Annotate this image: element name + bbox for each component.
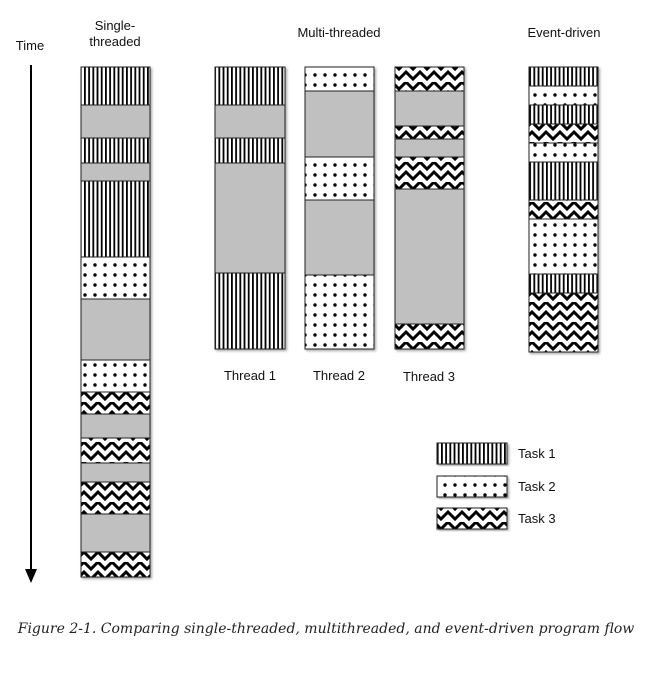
task1-block bbox=[528, 273, 599, 294]
task3-block bbox=[80, 551, 151, 578]
legend-swatch-stripes bbox=[436, 442, 508, 465]
task3-block bbox=[394, 66, 465, 92]
task2-block bbox=[304, 274, 375, 350]
legend-label: Task 1 bbox=[518, 446, 556, 461]
figure-caption: Figure 2-1. Comparing single-threaded, m… bbox=[17, 621, 635, 637]
thread-1-label: Thread 1 bbox=[224, 368, 276, 383]
single-threaded-column bbox=[80, 66, 151, 578]
thread-1-column bbox=[214, 66, 286, 350]
task1-block bbox=[214, 272, 286, 350]
task3-block bbox=[528, 123, 599, 144]
task3-block bbox=[528, 292, 599, 353]
task2-block bbox=[304, 156, 375, 201]
program-flow-diagram: Time Single- threaded Multi-threaded Eve… bbox=[16, 18, 601, 583]
task2-block bbox=[80, 256, 151, 300]
thread-3-label: Thread 3 bbox=[403, 369, 455, 384]
legend: Task 1 Task 2 Task 3 bbox=[436, 442, 556, 530]
task1-block bbox=[214, 137, 286, 164]
task3-block bbox=[80, 437, 151, 464]
task1-block bbox=[80, 180, 151, 258]
task1-block bbox=[528, 66, 599, 87]
legend-swatch-zigzag bbox=[436, 507, 508, 530]
task1-block bbox=[80, 66, 151, 106]
task1-block bbox=[528, 161, 599, 201]
event-driven-column bbox=[528, 66, 599, 353]
task2-block bbox=[80, 359, 151, 393]
thread-3-column bbox=[394, 66, 465, 350]
thread-2-label: Thread 2 bbox=[313, 368, 365, 383]
task3-block bbox=[528, 199, 599, 220]
task3-block bbox=[394, 156, 465, 190]
task1-block bbox=[528, 104, 599, 125]
multi-threaded-header: Multi-threaded bbox=[297, 25, 380, 40]
legend-swatch-dots bbox=[436, 475, 508, 498]
single-threaded-header-line2: threaded bbox=[89, 34, 140, 49]
legend-item-task3: Task 3 bbox=[436, 507, 556, 530]
legend-label: Task 2 bbox=[518, 479, 556, 494]
time-axis-label: Time bbox=[16, 38, 44, 53]
event-driven-header: Event-driven bbox=[528, 25, 601, 40]
task1-block bbox=[80, 137, 151, 164]
single-threaded-header-line1: Single- bbox=[95, 18, 135, 33]
task3-block bbox=[80, 391, 151, 415]
legend-item-task2: Task 2 bbox=[436, 475, 556, 498]
legend-label: Task 3 bbox=[518, 511, 556, 526]
task3-block bbox=[394, 323, 465, 350]
legend-item-task1: Task 1 bbox=[436, 442, 556, 465]
task2-block bbox=[528, 85, 599, 106]
task2-block bbox=[304, 66, 375, 92]
time-arrow bbox=[25, 65, 37, 583]
task3-block bbox=[80, 481, 151, 515]
task1-block bbox=[214, 66, 286, 106]
task3-block bbox=[394, 125, 465, 140]
thread-2-column bbox=[304, 66, 375, 350]
task2-block bbox=[528, 218, 599, 275]
task2-block bbox=[528, 142, 599, 163]
